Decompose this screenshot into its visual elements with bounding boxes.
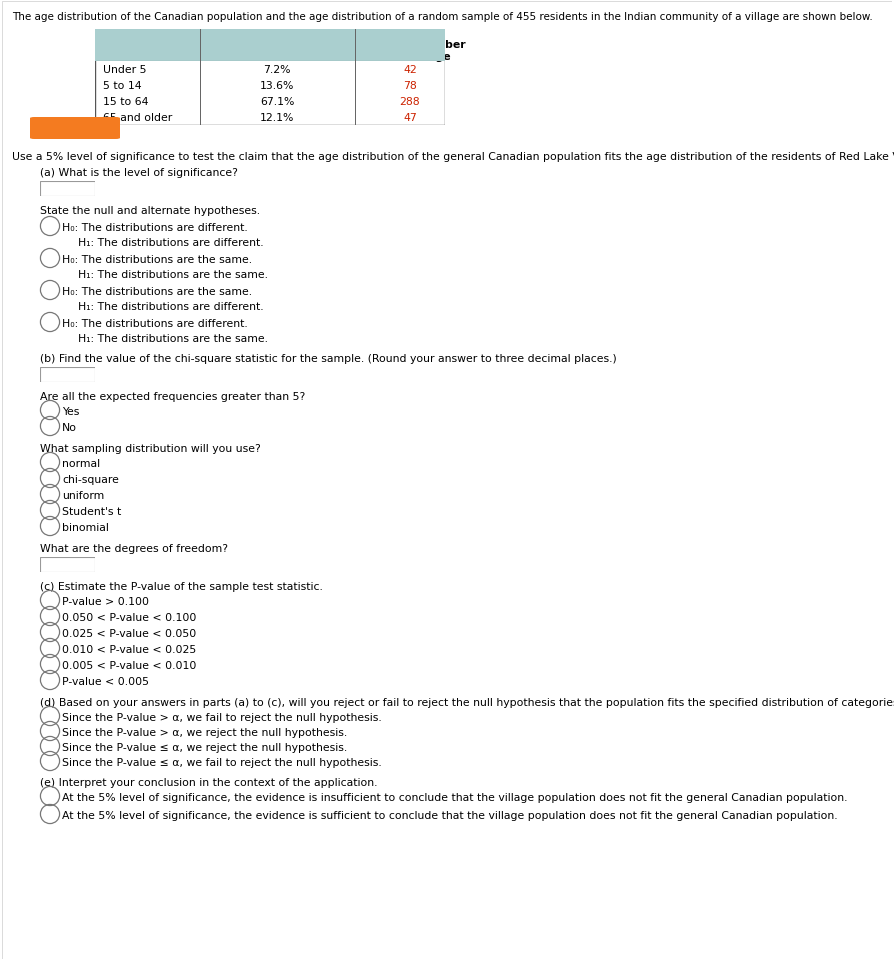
Text: H₀: The distributions are different.: H₀: The distributions are different. [62, 223, 248, 233]
Text: 7.2%: 7.2% [263, 65, 291, 75]
Text: 0.025 < P-value < 0.050: 0.025 < P-value < 0.050 [62, 628, 197, 638]
Text: What are the degrees of freedom?: What are the degrees of freedom? [40, 543, 228, 554]
Text: Since the P-value > α, we fail to reject the null hypothesis.: Since the P-value > α, we fail to reject… [62, 712, 382, 723]
Text: What sampling distribution will you use?: What sampling distribution will you use? [40, 444, 261, 454]
Text: (c) Estimate the P-value of the sample test statistic.: (c) Estimate the P-value of the sample t… [40, 581, 323, 591]
Text: The age distribution of the Canadian population and the age distribution of a ra: The age distribution of the Canadian pop… [12, 12, 873, 22]
Text: 78: 78 [403, 81, 417, 91]
Text: H₁: The distributions are the same.: H₁: The distributions are the same. [78, 333, 268, 344]
Text: normal: normal [62, 458, 100, 469]
Text: (a) What is the level of significance?: (a) What is the level of significance? [40, 168, 238, 178]
Text: At the 5% level of significance, the evidence is insufficient to conclude that t: At the 5% level of significance, the evi… [62, 792, 848, 802]
Text: At the 5% level of significance, the evidence is sufficient to conclude that the: At the 5% level of significance, the evi… [62, 810, 838, 820]
Text: Student's t: Student's t [62, 506, 122, 516]
Text: in the Village: in the Village [370, 52, 451, 62]
FancyBboxPatch shape [40, 368, 95, 382]
Text: H₁: The distributions are the same.: H₁: The distributions are the same. [78, 270, 268, 280]
Text: State the null and alternate hypotheses.: State the null and alternate hypotheses. [40, 206, 260, 216]
Text: Under 5: Under 5 [103, 65, 147, 75]
Text: Since the P-value ≤ α, we fail to reject the null hypothesis.: Since the P-value ≤ α, we fail to reject… [62, 757, 382, 767]
Text: Age (years): Age (years) [103, 45, 173, 55]
Text: No: No [62, 423, 77, 432]
FancyBboxPatch shape [40, 557, 95, 573]
Text: Percent of Canadian Population: Percent of Canadian Population [180, 45, 374, 55]
Text: 65 and older: 65 and older [103, 112, 173, 123]
Text: 5 to 14: 5 to 14 [103, 81, 141, 91]
Text: 67.1%: 67.1% [260, 97, 294, 107]
Text: 15 to 64: 15 to 64 [103, 97, 148, 107]
FancyBboxPatch shape [30, 118, 120, 140]
Text: Since the P-value ≤ α, we reject the null hypothesis.: Since the P-value ≤ α, we reject the nul… [62, 742, 347, 752]
FancyBboxPatch shape [95, 30, 445, 62]
Text: 0.005 < P-value < 0.010: 0.005 < P-value < 0.010 [62, 660, 197, 671]
Text: Observed Number: Observed Number [355, 40, 465, 50]
Text: 12.1%: 12.1% [260, 112, 294, 123]
Text: Use a 5% level of significance to test the claim that the age distribution of th: Use a 5% level of significance to test t… [12, 152, 894, 161]
Text: H₀: The distributions are the same.: H₀: The distributions are the same. [62, 286, 252, 297]
Text: chi-square: chi-square [62, 475, 119, 484]
Text: 13.6%: 13.6% [260, 81, 294, 91]
Text: P-value > 0.100: P-value > 0.100 [62, 597, 149, 606]
Text: uniform: uniform [62, 490, 105, 501]
Text: H₀: The distributions are different.: H₀: The distributions are different. [62, 319, 248, 329]
Text: Yes: Yes [62, 407, 80, 416]
FancyBboxPatch shape [95, 30, 445, 126]
Text: ↗ USE SALT: ↗ USE SALT [38, 123, 113, 136]
FancyBboxPatch shape [40, 182, 95, 197]
Text: (d) Based on your answers in parts (a) to (c), will you reject or fail to reject: (d) Based on your answers in parts (a) t… [40, 698, 894, 707]
Text: 0.010 < P-value < 0.025: 0.010 < P-value < 0.025 [62, 644, 197, 654]
Text: 47: 47 [403, 112, 417, 123]
Text: 0.050 < P-value < 0.100: 0.050 < P-value < 0.100 [62, 612, 197, 623]
Text: 42: 42 [403, 65, 417, 75]
Text: 288: 288 [400, 97, 420, 107]
Text: Are all the expected frequencies greater than 5?: Are all the expected frequencies greater… [40, 391, 305, 402]
Text: Since the P-value > α, we reject the null hypothesis.: Since the P-value > α, we reject the nul… [62, 727, 347, 737]
Text: (e) Interpret your conclusion in the context of the application.: (e) Interpret your conclusion in the con… [40, 777, 377, 787]
Text: P-value < 0.005: P-value < 0.005 [62, 677, 149, 686]
Text: H₀: The distributions are the same.: H₀: The distributions are the same. [62, 255, 252, 264]
Text: binomial: binomial [62, 523, 109, 532]
Text: H₁: The distributions are different.: H₁: The distributions are different. [78, 237, 264, 248]
Text: (b) Find the value of the chi-square statistic for the sample. (Round your answe: (b) Find the value of the chi-square sta… [40, 354, 617, 363]
Text: H₁: The distributions are different.: H₁: The distributions are different. [78, 302, 264, 311]
